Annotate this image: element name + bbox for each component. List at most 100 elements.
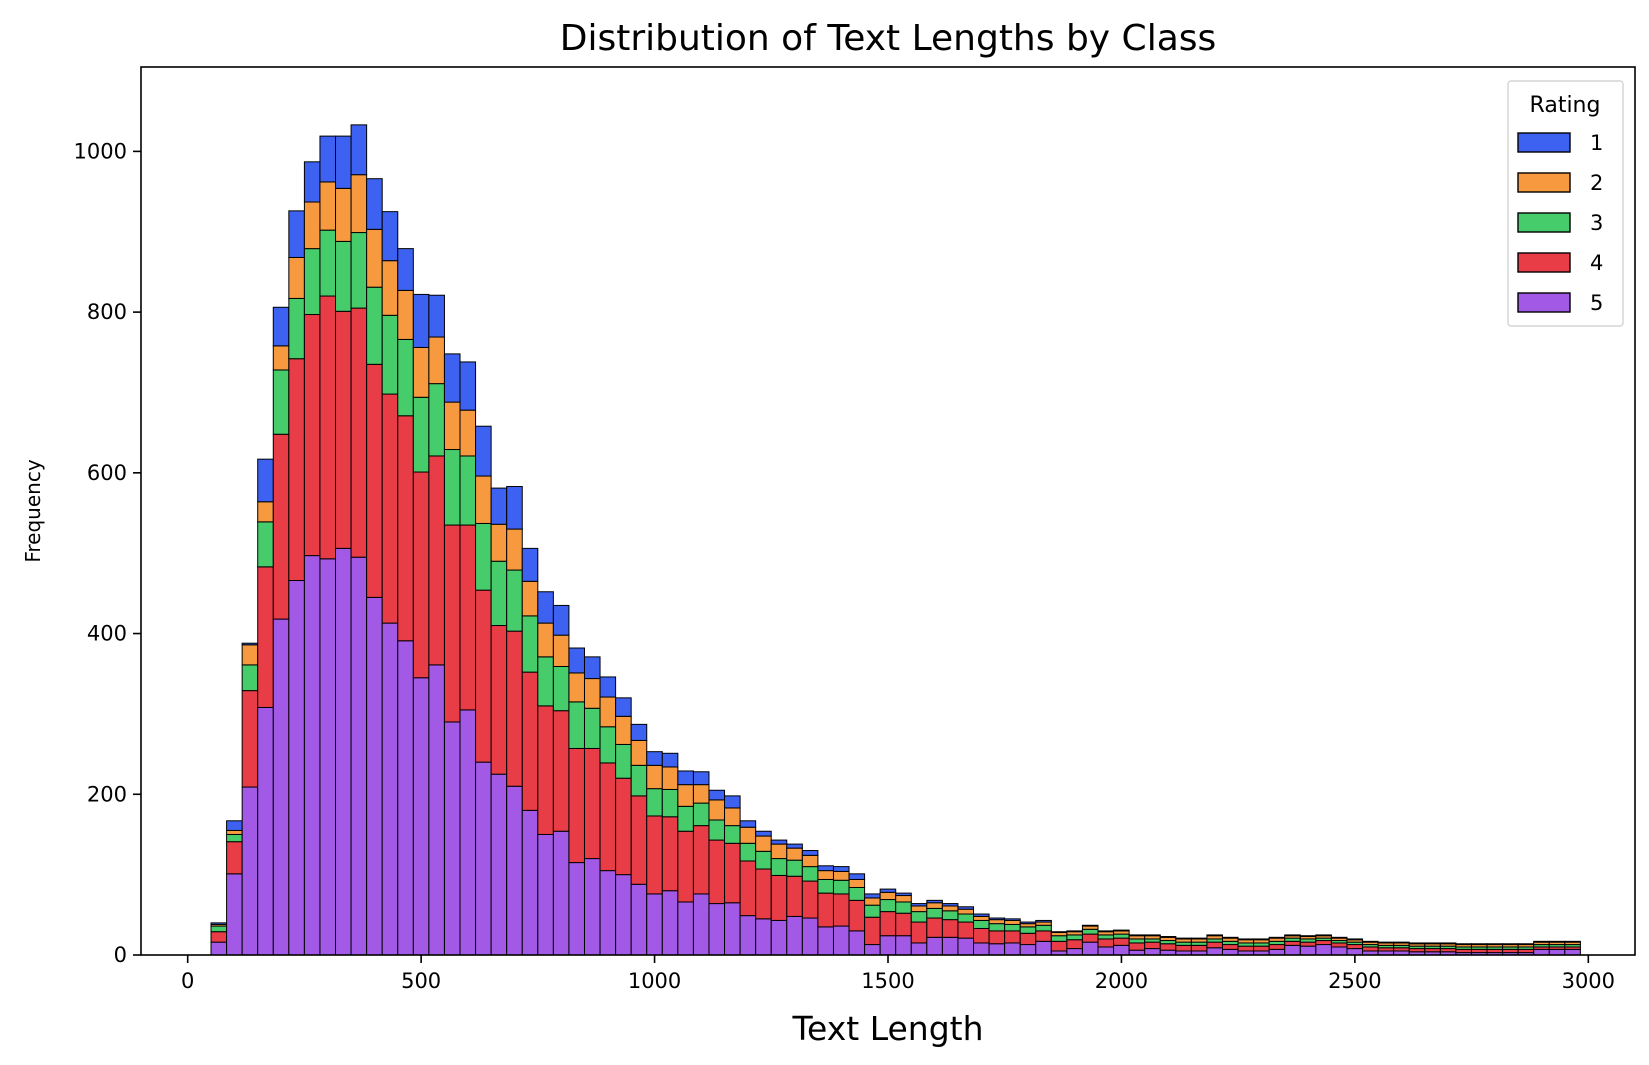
bar-segment-rating-5	[521, 809, 539, 956]
x-axis-ticks: 0 500 1000 1500 2000 2500 3000	[181, 955, 1615, 993]
bar-segment-rating-5	[1206, 947, 1223, 956]
bar-segment-rating-3	[366, 286, 383, 365]
bar-segment-rating-4	[272, 433, 290, 620]
bar-segment-rating-1	[770, 839, 788, 845]
bar-segment-rating-1	[210, 922, 228, 925]
bar-segment-rating-4	[210, 931, 228, 943]
bar-segment-rating-3	[895, 901, 912, 914]
chart-title: Distribution of Text Lengths by Class	[560, 18, 1217, 59]
bar-segment-rating-5	[864, 944, 881, 956]
bar-segment-rating-5	[646, 893, 663, 956]
bar-segment-rating-2	[506, 528, 523, 571]
bar-segment-rating-3	[583, 707, 601, 749]
bar-segment-rating-4	[381, 393, 399, 624]
legend-label-rating-1: 1	[1590, 131, 1603, 155]
bar-segment-rating-1	[755, 830, 772, 837]
bar-segment-rating-5	[941, 936, 959, 956]
bar-segment-rating-3	[335, 240, 352, 312]
bar-segment-rating-1	[1175, 937, 1192, 940]
bar-segment-rating-3	[552, 666, 570, 712]
bar-segment-rating-1	[1190, 937, 1208, 940]
bar-segment-rating-4	[1004, 930, 1021, 944]
bar-segment-rating-1	[1004, 918, 1021, 921]
x-tick-label: 0	[181, 969, 194, 993]
bar-segment-rating-2	[832, 870, 850, 881]
bar-segment-rating-5	[895, 935, 912, 956]
x-tick-label: 1000	[628, 969, 681, 993]
bar-segment-rating-4	[926, 917, 943, 938]
legend-items: 1 2 3 4 5	[1517, 131, 1603, 315]
bar-segment-rating-1	[1564, 940, 1581, 943]
bar-segment-rating-4	[708, 839, 726, 905]
bar-segment-rating-1	[1113, 929, 1130, 932]
bar-segment-rating-1	[1206, 934, 1223, 937]
bar-segment-rating-4	[241, 690, 259, 788]
x-tick-label: 3000	[1562, 969, 1615, 993]
bar-segment-rating-1	[910, 903, 928, 907]
bar-segment-rating-5	[210, 941, 228, 956]
bar-segment-rating-2	[988, 919, 1006, 925]
bar-segment-rating-4	[801, 880, 819, 919]
bar-segment-rating-1	[926, 899, 943, 904]
bar-segment-rating-2	[241, 644, 259, 666]
bar-segment-rating-3	[599, 726, 617, 764]
bar-segment-rating-3	[521, 615, 539, 673]
bar-segment-rating-4	[1128, 942, 1146, 951]
bar-segment-rating-5	[1019, 944, 1037, 956]
bar-segment-rating-4	[941, 919, 959, 938]
bar-segment-rating-4	[724, 842, 741, 904]
bar-segment-rating-2	[443, 401, 461, 451]
bar-segment-rating-2	[583, 678, 601, 709]
bar-segment-rating-1	[1315, 934, 1332, 937]
bar-segment-rating-5	[770, 919, 788, 956]
bar-segment-rating-1	[1517, 943, 1535, 946]
bar-segment-rating-1	[506, 485, 523, 530]
bar-segment-rating-4	[661, 816, 679, 892]
bar-segment-rating-1	[272, 306, 290, 347]
bar-segment-rating-4	[832, 893, 850, 927]
bar-segment-rating-5	[957, 937, 975, 956]
bar-segment-rating-4	[910, 921, 928, 944]
bar-segment-rating-4	[1035, 930, 1052, 942]
bar-segment-rating-1	[459, 361, 477, 411]
bar-segment-rating-1	[443, 353, 461, 403]
bar-segment-rating-3	[303, 248, 321, 316]
bar-segment-rating-4	[957, 921, 975, 939]
bar-segment-rating-4	[521, 671, 539, 811]
bar-segment-rating-1	[1221, 936, 1239, 939]
bar-stacks	[210, 124, 1581, 956]
bar-segment-rating-5	[475, 761, 492, 956]
bar-segment-rating-4	[428, 455, 445, 666]
bar-segment-rating-5	[397, 640, 414, 956]
legend-swatch-rating-1	[1517, 132, 1571, 153]
bar-segment-rating-1	[615, 697, 632, 717]
bar-segment-rating-4	[1346, 944, 1364, 950]
bar-segment-rating-5	[910, 942, 928, 956]
bar-segment-rating-1	[1424, 942, 1441, 945]
bar-segment-rating-1	[801, 850, 819, 856]
bar-segment-rating-3	[739, 842, 757, 862]
bar-segment-rating-1	[646, 751, 663, 766]
bar-segment-rating-1	[1548, 940, 1566, 943]
bar-segment-rating-4	[848, 899, 866, 932]
bar-segment-rating-1	[521, 547, 539, 582]
bar-segment-rating-3	[708, 819, 726, 841]
legend-swatch-rating-4	[1517, 252, 1571, 273]
bar-segment-rating-4	[475, 589, 492, 763]
bar-segment-rating-1	[1144, 934, 1161, 937]
bar-segment-rating-2	[973, 915, 990, 921]
bar-segment-rating-3	[957, 913, 975, 923]
bar-segment-rating-3	[910, 911, 928, 923]
bar-segment-rating-1	[941, 903, 959, 907]
bar-segment-rating-2	[630, 739, 648, 766]
bar-segment-rating-5	[1097, 946, 1115, 956]
bar-segment-rating-4	[397, 415, 414, 642]
bar-segment-rating-5	[926, 936, 943, 956]
bar-segment-rating-2	[615, 715, 632, 745]
bar-segment-rating-4	[319, 295, 337, 560]
bar-segment-rating-4	[1066, 939, 1083, 950]
bar-segment-rating-4	[895, 912, 912, 937]
bar-segment-rating-5	[537, 833, 554, 956]
bar-segment-rating-5	[1221, 948, 1239, 956]
